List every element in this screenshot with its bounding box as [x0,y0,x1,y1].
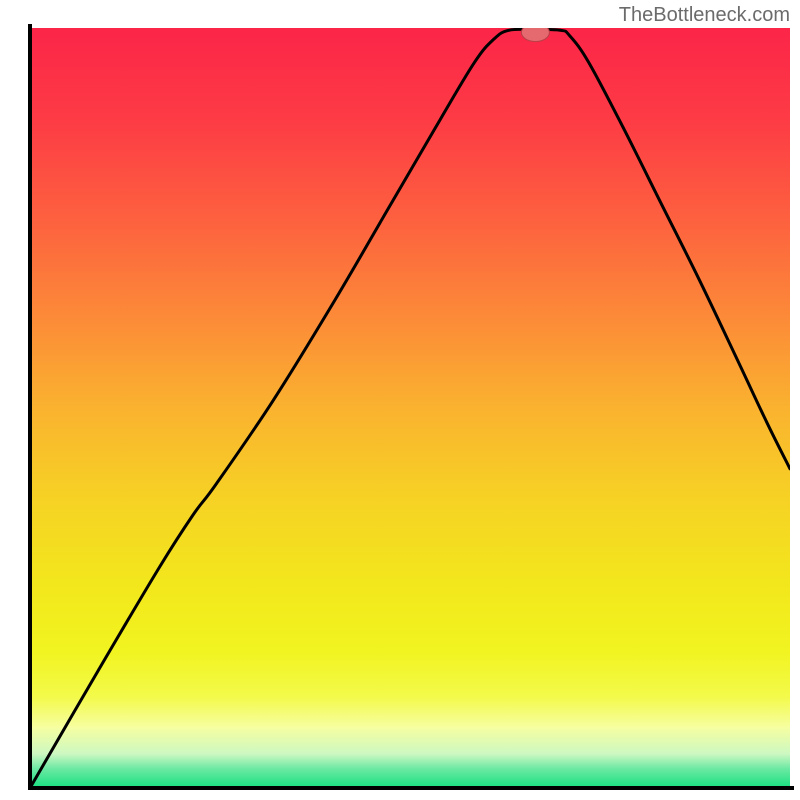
bottleneck-chart-svg [0,0,800,800]
optimal-point-marker [521,24,549,42]
watermark-text: TheBottleneck.com [619,4,790,27]
gradient-background [30,28,790,788]
chart-canvas [0,0,800,800]
